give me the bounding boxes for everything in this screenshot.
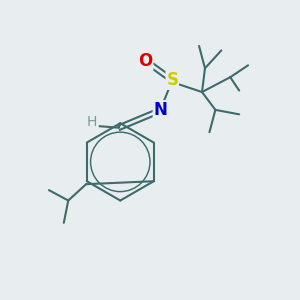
Text: O: O	[138, 52, 153, 70]
Text: H: H	[87, 115, 97, 129]
Text: N: N	[154, 101, 167, 119]
Text: S: S	[166, 71, 178, 89]
